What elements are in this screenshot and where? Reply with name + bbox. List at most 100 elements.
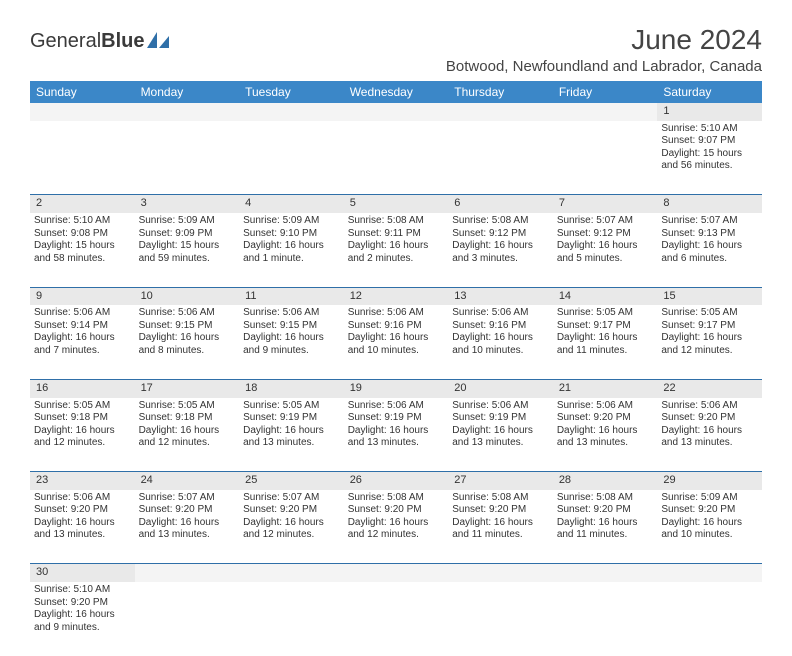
- week-row: Sunrise: 5:10 AMSunset: 9:07 PMDaylight:…: [30, 121, 762, 195]
- cell-sunrise: Sunrise: 5:06 AM: [661, 400, 758, 413]
- day-cell: Sunrise: 5:09 AMSunset: 9:10 PMDaylight:…: [239, 213, 344, 287]
- daynum-row: 9101112131415: [30, 287, 762, 305]
- day-cell: Sunrise: 5:07 AMSunset: 9:20 PMDaylight:…: [135, 490, 240, 564]
- dh-thu: Thursday: [448, 81, 553, 103]
- cell-sunset: Sunset: 9:12 PM: [557, 228, 654, 241]
- cell-day2: and 56 minutes.: [661, 160, 758, 173]
- cell-day2: and 1 minute.: [243, 253, 340, 266]
- cell-sunset: Sunset: 9:15 PM: [243, 320, 340, 333]
- day-number: 21: [553, 379, 658, 397]
- cell-sunrise: Sunrise: 5:10 AM: [661, 123, 758, 136]
- cell-day2: and 13 minutes.: [661, 437, 758, 450]
- day-cell: Sunrise: 5:05 AMSunset: 9:19 PMDaylight:…: [239, 398, 344, 472]
- day-cell: Sunrise: 5:07 AMSunset: 9:13 PMDaylight:…: [657, 213, 762, 287]
- cell-day1: Daylight: 16 hours: [243, 240, 340, 253]
- week-row: Sunrise: 5:06 AMSunset: 9:20 PMDaylight:…: [30, 490, 762, 564]
- day-cell: [448, 582, 553, 656]
- cell-day1: Daylight: 16 hours: [452, 240, 549, 253]
- week-row: Sunrise: 5:06 AMSunset: 9:14 PM Daylight:…: [30, 305, 762, 379]
- dh-fri: Friday: [553, 81, 658, 103]
- cell-day2: and 9 minutes.: [243, 345, 340, 358]
- day-number: [448, 564, 553, 582]
- cell-day1: Daylight: 16 hours: [557, 332, 654, 345]
- cell-sunset: Sunset: 9:09 PM: [139, 228, 236, 241]
- day-cell: Sunrise: 5:07 AMSunset: 9:20 PMDaylight:…: [239, 490, 344, 564]
- day-cell: Sunrise: 5:06 AMSunset: 9:15 PMDaylight:…: [239, 305, 344, 379]
- cell-sunset: Sunset: 9:14 PM: [34, 320, 131, 333]
- logo-part1: General: [30, 30, 101, 52]
- cell-day2: and 12 minutes.: [661, 345, 758, 358]
- day-header-row: Sunday Monday Tuesday Wednesday Thursday…: [30, 81, 762, 103]
- day-number: 9: [30, 287, 135, 305]
- cell-day2: and 13 minutes.: [348, 437, 445, 450]
- day-number: 11: [239, 287, 344, 305]
- dh-tue: Tuesday: [239, 81, 344, 103]
- day-cell: [239, 121, 344, 195]
- cell-sunset: Sunset: 9:13 PM: [661, 228, 758, 241]
- cell-sunset: Sunset: 9:19 PM: [452, 412, 549, 425]
- cell-sunrise: Sunrise: 5:08 AM: [557, 492, 654, 505]
- daynum-row: 1: [30, 103, 762, 121]
- cell-day1: Daylight: 16 hours: [348, 240, 445, 253]
- day-number: 25: [239, 472, 344, 490]
- week-row: Sunrise: 5:10 AMSunset: 9:20 PMDaylight:…: [30, 582, 762, 656]
- day-cell: Sunrise: 5:06 AMSunset: 9:14 PMDaylight:…: [30, 305, 135, 379]
- cell-day2: and 6 minutes.: [661, 253, 758, 266]
- cell-sunset: Sunset: 9:20 PM: [557, 504, 654, 517]
- cell-day2: and 13 minutes.: [139, 529, 236, 542]
- header: GeneralBlue June 2024 Botwood, Newfoundl…: [30, 24, 762, 75]
- day-number: 8: [657, 195, 762, 213]
- cell-sunrise: Sunrise: 5:09 AM: [243, 215, 340, 228]
- day-number: [553, 564, 658, 582]
- day-number: 20: [448, 379, 553, 397]
- cell-sunset: Sunset: 9:20 PM: [661, 504, 758, 517]
- day-number: 10: [135, 287, 240, 305]
- cell-sunset: Sunset: 9:20 PM: [243, 504, 340, 517]
- cell-sunset: Sunset: 9:11 PM: [348, 228, 445, 241]
- day-number: 27: [448, 472, 553, 490]
- cell-sunrise: Sunrise: 5:08 AM: [452, 215, 549, 228]
- day-number: [657, 564, 762, 582]
- day-cell: Sunrise: 5:07 AMSunset: 9:12 PMDaylight:…: [553, 213, 658, 287]
- cell-day1: Daylight: 16 hours: [661, 425, 758, 438]
- day-cell: Sunrise: 5:05 AMSunset: 9:17 PMDaylight:…: [657, 305, 762, 379]
- cell-sunset: Sunset: 9:20 PM: [139, 504, 236, 517]
- cell-sunrise: Sunrise: 5:08 AM: [348, 492, 445, 505]
- cell-day2: and 10 minutes.: [661, 529, 758, 542]
- day-cell: Sunrise: 5:06 AMSunset: 9:19 PMDaylight:…: [344, 398, 449, 472]
- day-cell: Sunrise: 5:05 AMSunset: 9:17 PMDaylight:…: [553, 305, 658, 379]
- cell-sunrise: Sunrise: 5:06 AM: [452, 400, 549, 413]
- cell-day1: Daylight: 16 hours: [243, 425, 340, 438]
- title-block: June 2024 Botwood, Newfoundland and Labr…: [446, 24, 762, 75]
- cell-sunset: Sunset: 9:20 PM: [34, 504, 131, 517]
- cell-day1: Daylight: 16 hours: [452, 425, 549, 438]
- day-number: [448, 103, 553, 121]
- cell-sunrise: Sunrise: 5:09 AM: [139, 215, 236, 228]
- cell-day1: Daylight: 16 hours: [557, 517, 654, 530]
- cell-sunrise: Sunrise: 5:07 AM: [243, 492, 340, 505]
- cell-sunset: Sunset: 9:19 PM: [243, 412, 340, 425]
- day-number: 28: [553, 472, 658, 490]
- cell-day2: and 10 minutes.: [348, 345, 445, 358]
- daynum-row: 30: [30, 564, 762, 582]
- day-cell: Sunrise: 5:06 AMSunset: 9:19 PMDaylight:…: [448, 398, 553, 472]
- cell-day1: Daylight: 15 hours: [34, 240, 131, 253]
- cell-day2: and 13 minutes.: [557, 437, 654, 450]
- cell-day2: and 12 minutes.: [139, 437, 236, 450]
- cell-day2: and 11 minutes.: [557, 345, 654, 358]
- day-number: 1: [657, 103, 762, 121]
- cell-day1: Daylight: 16 hours: [243, 517, 340, 530]
- day-cell: Sunrise: 5:06 AMSunset: 9:20 PMDaylight:…: [553, 398, 658, 472]
- cell-sunrise: Sunrise: 5:06 AM: [34, 307, 131, 320]
- cell-day2: and 12 minutes.: [243, 529, 340, 542]
- cell-day2: and 12 minutes.: [34, 437, 131, 450]
- cell-sunset: Sunset: 9:18 PM: [139, 412, 236, 425]
- cell-sunrise: Sunrise: 5:05 AM: [243, 400, 340, 413]
- day-cell: Sunrise: 5:08 AMSunset: 9:11 PMDaylight:…: [344, 213, 449, 287]
- day-number: 2: [30, 195, 135, 213]
- logo: GeneralBlue: [30, 30, 171, 53]
- logo-part2: Blue: [101, 30, 144, 52]
- day-number: 18: [239, 379, 344, 397]
- day-cell: Sunrise: 5:06 AMSunset: 9:16 PMDaylight:…: [448, 305, 553, 379]
- cell-sunrise: Sunrise: 5:09 AM: [661, 492, 758, 505]
